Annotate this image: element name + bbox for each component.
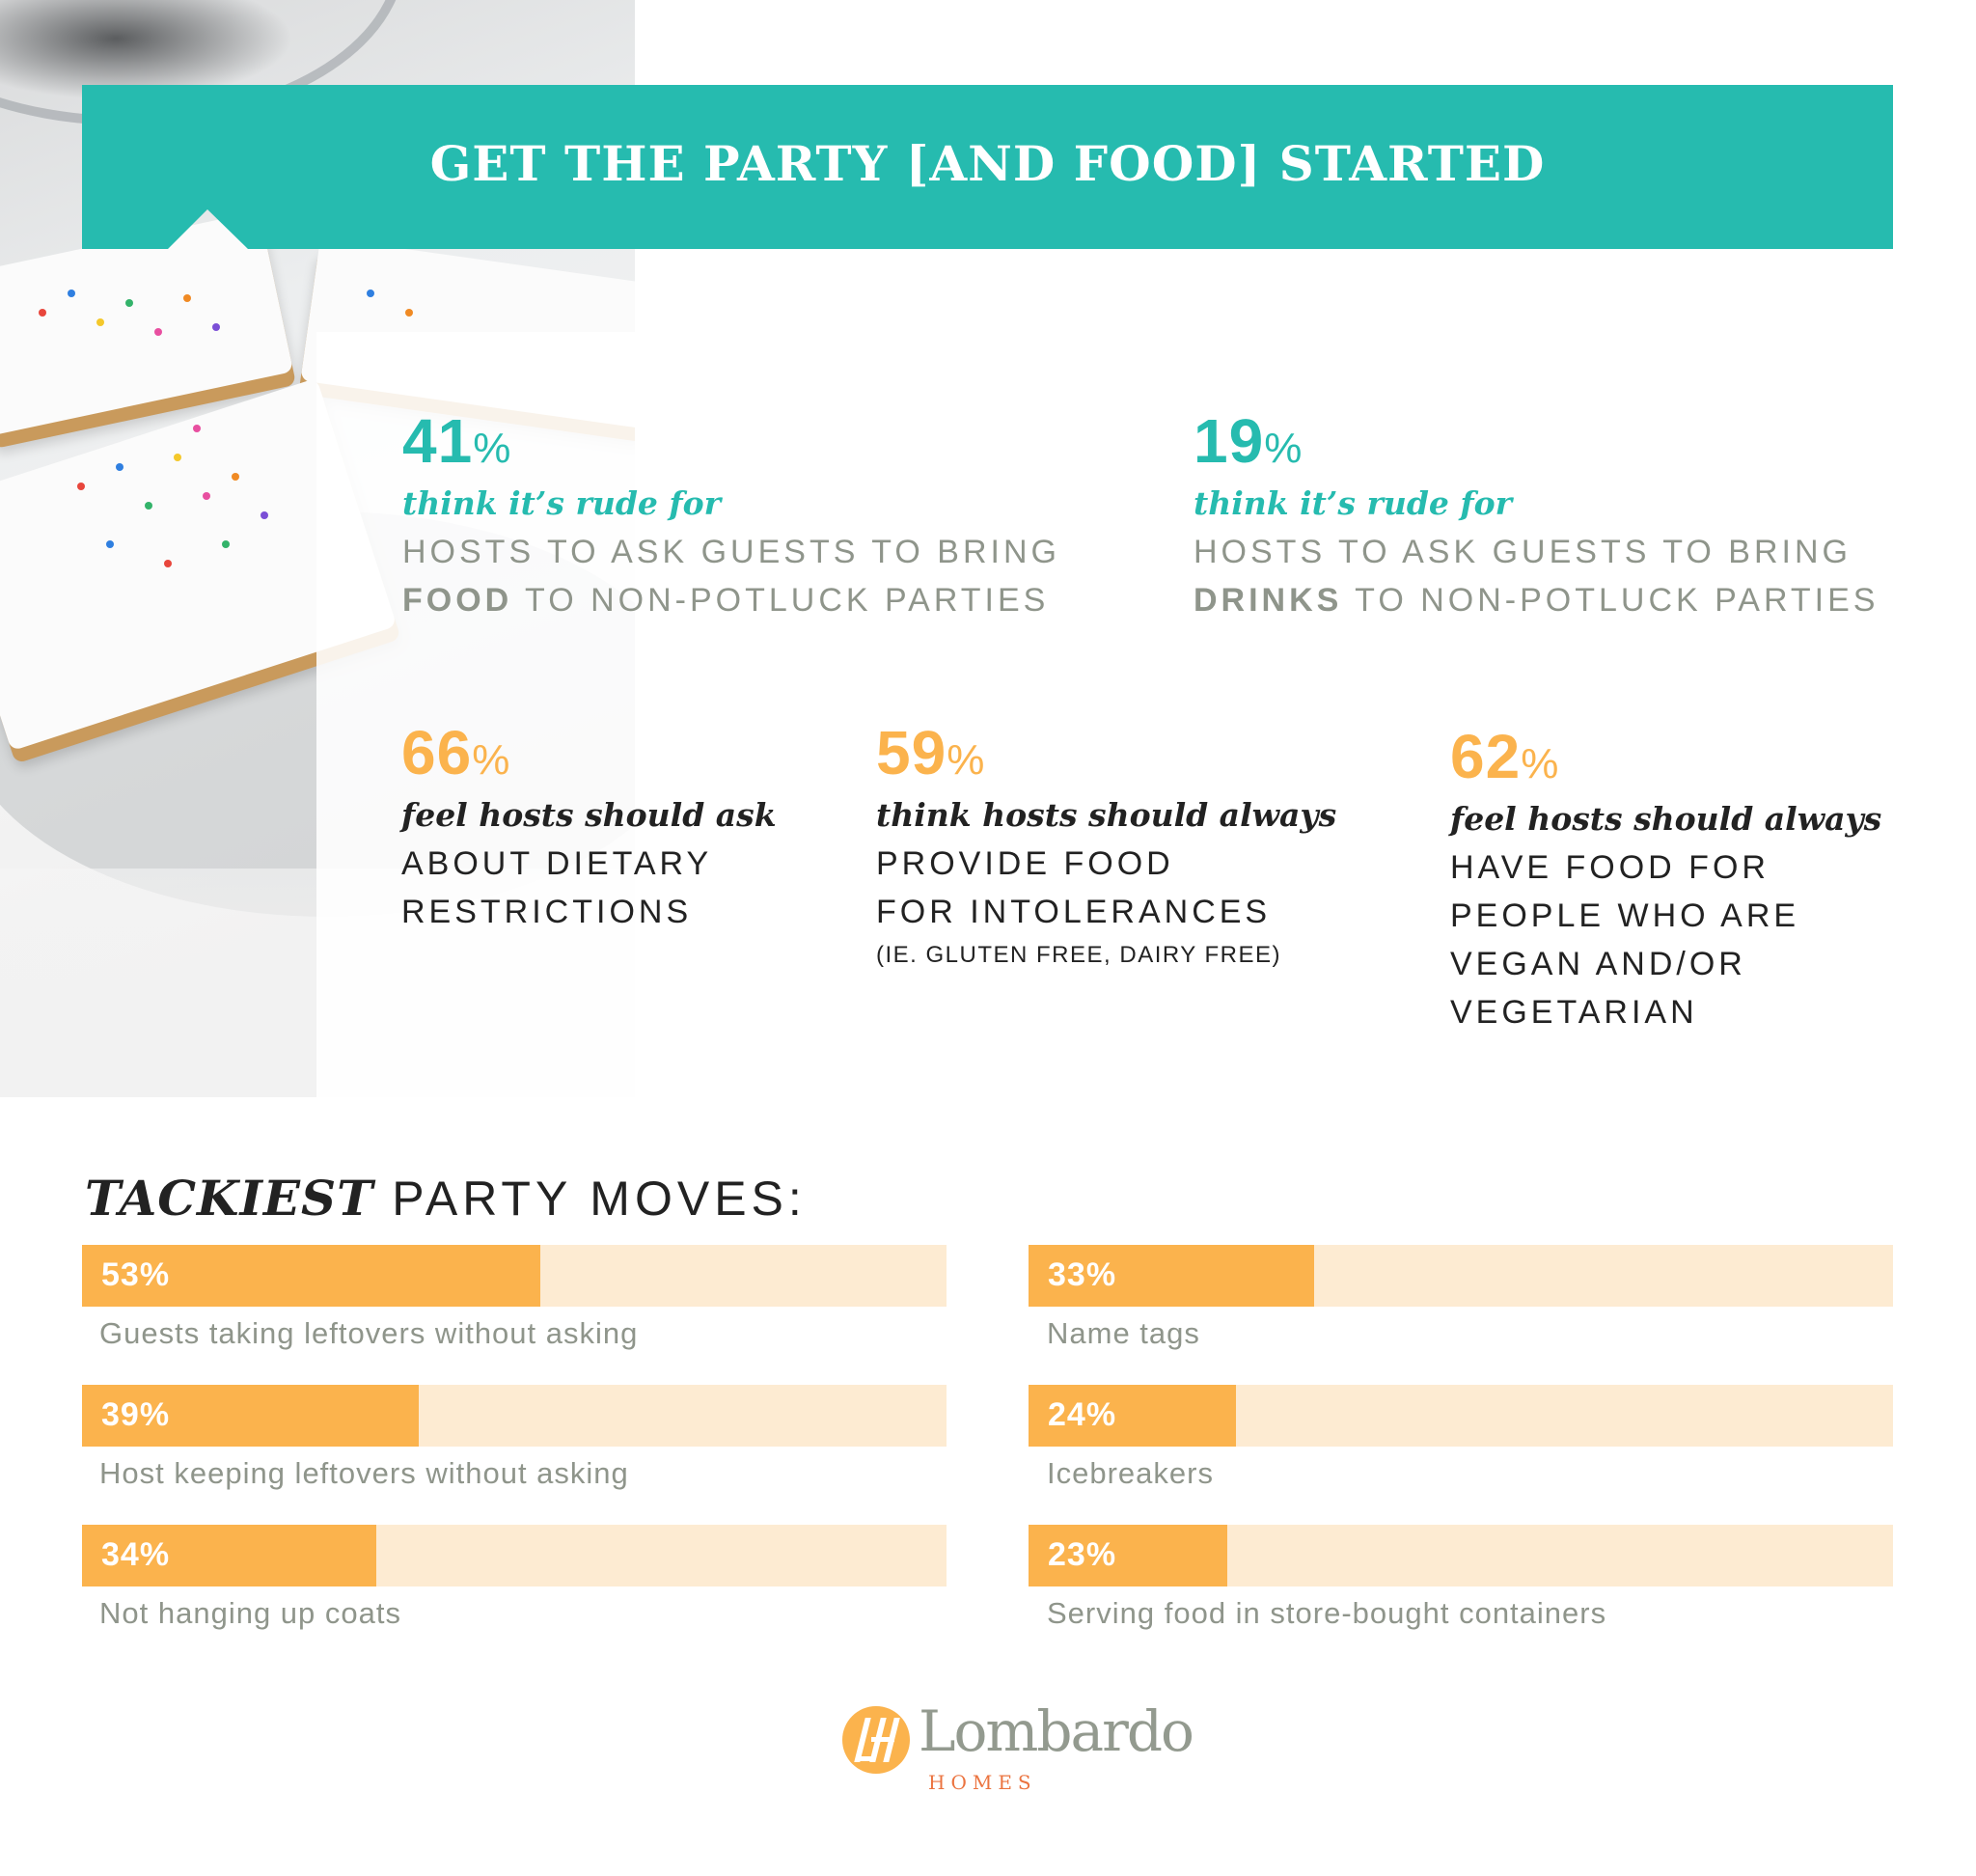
stat-line: HAVE FOOD FOR bbox=[1450, 849, 1770, 886]
stat-lead: think it’s rude for bbox=[1194, 484, 1512, 522]
bar-label: Name tags bbox=[1047, 1316, 1200, 1350]
stat-percent: 19% bbox=[1194, 406, 1304, 476]
bar-label: Host keeping leftovers without asking bbox=[99, 1456, 629, 1490]
stat-percent: 66% bbox=[401, 718, 511, 787]
bar-label: Guests taking leftovers without asking bbox=[99, 1316, 639, 1350]
stat-line: HOSTS TO ASK GUESTS TO BRING bbox=[402, 534, 1060, 570]
stat-line: HOSTS TO ASK GUESTS TO BRING bbox=[1194, 534, 1852, 570]
bar-guests-leftovers: 53% bbox=[82, 1245, 947, 1307]
stat-line: DRINKS TO NON-POTLUCK PARTIES bbox=[1194, 582, 1880, 619]
stat-line: PEOPLE WHO ARE bbox=[1450, 897, 1800, 934]
bar-value: 23% bbox=[1048, 1536, 1117, 1573]
bar-label: Not hanging up coats bbox=[99, 1596, 401, 1630]
stat-line: ABOUT DIETARY bbox=[401, 845, 713, 882]
stat-line: VEGAN AND/OR bbox=[1450, 946, 1746, 982]
stat-41-food: 41% think it’s rude for HOSTS TO ASK GUE… bbox=[402, 410, 1060, 624]
stat-lead: think hosts should always bbox=[876, 796, 1337, 834]
stat-lead: think it’s rude for bbox=[402, 484, 721, 522]
bar-value: 53% bbox=[101, 1256, 171, 1293]
stat-percent: 59% bbox=[876, 718, 986, 787]
bar-label: Icebreakers bbox=[1047, 1456, 1214, 1490]
stat-line: RESTRICTIONS bbox=[401, 894, 693, 930]
title-banner: GET THE PARTY [AND FOOD] STARTED bbox=[82, 85, 1893, 249]
bar-name-tags: 33% bbox=[1029, 1245, 1893, 1307]
stat-59-intolerances: 59% think hosts should always PROVIDE FO… bbox=[876, 722, 1336, 975]
bar-fill bbox=[1029, 1245, 1314, 1307]
logo-wordmark: Lombardo bbox=[919, 1698, 1194, 1764]
bar-fill bbox=[82, 1245, 540, 1307]
page-title: GET THE PARTY [AND FOOD] STARTED bbox=[429, 135, 1546, 192]
bar-value: 34% bbox=[101, 1536, 171, 1573]
stat-line: FOOD TO NON-POTLUCK PARTIES bbox=[402, 582, 1050, 619]
bar-fill bbox=[1029, 1525, 1228, 1586]
stat-line: PROVIDE FOOD bbox=[876, 845, 1174, 882]
bar-fill bbox=[82, 1385, 420, 1447]
bar-fill bbox=[1029, 1385, 1237, 1447]
bar-value: 24% bbox=[1048, 1396, 1117, 1433]
bar-label: Serving food in store-bought containers bbox=[1047, 1596, 1607, 1630]
logo-subtitle: HOMES bbox=[928, 1771, 1037, 1794]
photo-overlay-panel bbox=[316, 332, 635, 1097]
bar-coats: 34% bbox=[82, 1525, 947, 1586]
stat-line: VEGETARIAN bbox=[1450, 994, 1698, 1031]
sprinkles bbox=[0, 0, 635, 1097]
bar-host-leftovers: 39% bbox=[82, 1385, 947, 1447]
bar-value: 39% bbox=[101, 1396, 171, 1433]
stat-lead: feel hosts should always bbox=[1450, 800, 1882, 838]
stat-note: (IE. GLUTEN FREE, DAIRY FREE) bbox=[876, 942, 1282, 968]
bar-value: 33% bbox=[1048, 1256, 1117, 1293]
stat-66-dietary: 66% feel hosts should ask ABOUT DIETARY … bbox=[401, 722, 777, 936]
stat-percent: 62% bbox=[1450, 722, 1560, 791]
lombardo-monogram-icon bbox=[842, 1706, 910, 1774]
stat-line: FOR INTOLERANCES bbox=[876, 894, 1272, 930]
stat-19-drinks: 19% think it’s rude for HOSTS TO ASK GUE… bbox=[1194, 410, 1879, 624]
bar-icebreakers: 24% bbox=[1029, 1385, 1893, 1447]
stat-percent: 41% bbox=[402, 406, 512, 476]
stat-62-vegan: 62% feel hosts should always HAVE FOOD F… bbox=[1450, 726, 1881, 1036]
bar-fill bbox=[82, 1525, 376, 1586]
bar-store-containers: 23% bbox=[1029, 1525, 1893, 1586]
stat-lead: feel hosts should ask bbox=[401, 796, 777, 834]
section-heading-tackiest: TACKIEST PARTY MOVES: bbox=[85, 1170, 807, 1227]
